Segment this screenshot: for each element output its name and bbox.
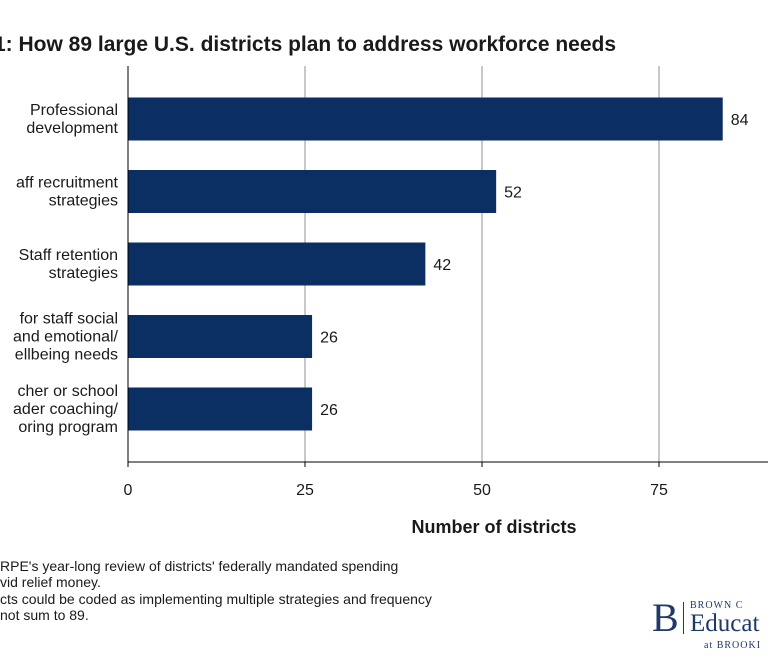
category-label-2-line-1: strategies xyxy=(49,265,118,282)
value-label-3: 26 xyxy=(320,330,338,347)
category-label-0-line-0: Professional xyxy=(30,102,118,119)
note-line-1: RPE's year-long review of districts' fed… xyxy=(0,558,399,574)
bar-4 xyxy=(128,387,313,431)
bar-0 xyxy=(128,97,723,141)
category-label-3-line-2: ellbeing needs xyxy=(15,347,118,364)
x-tick-label-50: 50 xyxy=(473,482,491,499)
logo-middle-text: Educat xyxy=(690,610,760,637)
x-tick-label-75: 75 xyxy=(650,482,668,499)
x-tick-label-0: 0 xyxy=(124,482,133,499)
value-label-0: 84 xyxy=(731,112,749,129)
category-label-4-line-0: cher or school xyxy=(18,383,119,400)
category-label-3-line-0: for staff social xyxy=(20,311,118,328)
category-label-1-line-1: strategies xyxy=(49,193,118,210)
bars: 84 52 42 26 26 xyxy=(128,97,749,431)
note-line-3: cts could be coded as implementing multi… xyxy=(0,591,432,607)
bar-1 xyxy=(128,170,497,213)
category-label-2-line-0: Staff retention xyxy=(19,247,118,264)
bar-2 xyxy=(128,242,426,286)
x-axis-title: Number of districts xyxy=(411,517,576,537)
value-label-2: 42 xyxy=(433,257,451,274)
category-label-1-line-0: aff recruitment xyxy=(16,175,119,192)
note-line-2: vid relief money. xyxy=(0,574,101,590)
brookings-logo: B BROWN C Educat at BROOKI xyxy=(652,596,768,656)
category-label-4-line-1: ader coaching/ xyxy=(13,401,119,418)
category-label-0-line-1: development xyxy=(26,120,118,137)
bar-3 xyxy=(128,315,313,358)
note-line-4: not sum to 89. xyxy=(0,607,89,623)
value-label-4: 26 xyxy=(320,402,338,419)
logo-letter: B xyxy=(652,595,679,640)
x-axis: 0 25 50 75 xyxy=(124,66,768,499)
chart-title: 1: How 89 large U.S. districts plan to a… xyxy=(0,33,616,56)
value-label-1: 52 xyxy=(504,185,522,202)
bar-chart: 1: How 89 large U.S. districts plan to a… xyxy=(0,33,768,537)
x-tick-label-25: 25 xyxy=(296,482,314,499)
category-label-4-line-2: oring program xyxy=(18,419,118,436)
category-label-3-line-1: and emotional/ xyxy=(13,329,119,346)
logo-top-text: BROWN C xyxy=(690,600,744,611)
logo-bottom-text: at BROOKI xyxy=(704,640,762,651)
logo-divider xyxy=(683,602,684,634)
